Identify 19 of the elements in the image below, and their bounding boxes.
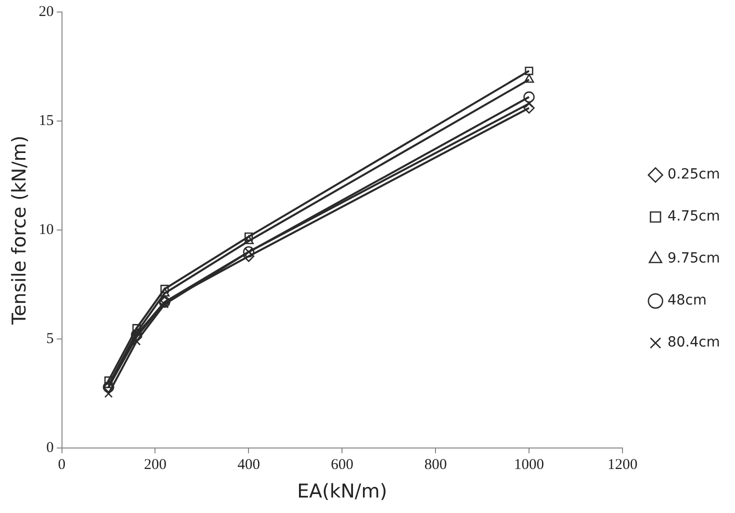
x-tick-label: 800 [424,457,447,474]
y-axis-title: Tensile force (kN/m) [8,136,30,326]
legend-label: 9.75cm [667,250,720,267]
x-tick-label: 0 [58,457,66,474]
x-tick-label: 600 [330,457,354,474]
x-tick-label: 1200 [607,457,638,474]
y-tick-label: 5 [46,331,54,348]
x-tick-label: 400 [237,457,260,474]
x-tick-label: 1000 [514,457,544,474]
legend-label: 80.4cm [667,334,720,351]
legend-label: 4.75cm [667,208,720,225]
x-axis-title: EA(kN/m) [297,480,388,503]
legend-label: 0.25cm [667,166,720,183]
y-tick-label: 15 [38,112,54,129]
x-tick-label: 200 [144,457,166,474]
legend-label: 48cm [667,292,707,309]
y-tick-label: 0 [46,440,54,456]
y-tick-label: 20 [38,4,54,20]
y-tick-label: 10 [38,222,54,238]
